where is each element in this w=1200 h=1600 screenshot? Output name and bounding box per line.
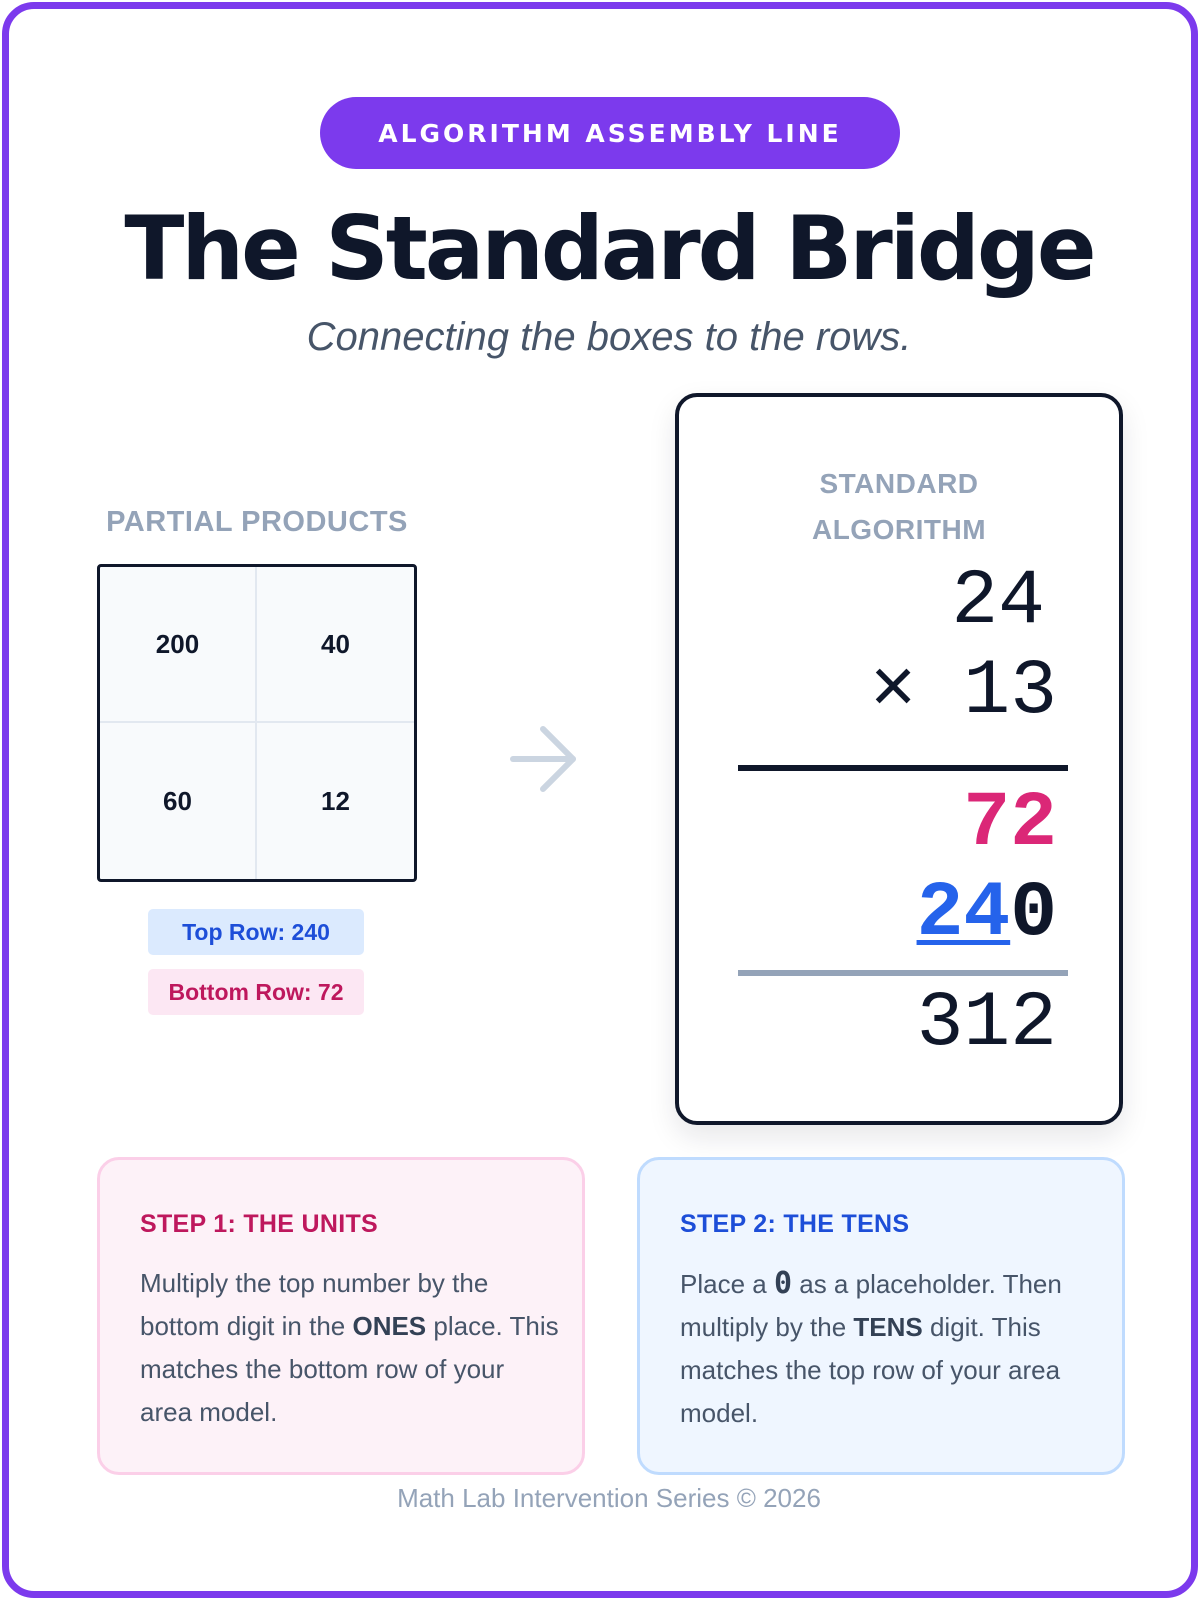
partial-products-heading: PARTIAL PRODUCTS [106,506,408,538]
footer-credit: Math Lab Intervention Series © 2026 [397,1483,821,1513]
area-cell-bottom-left: 60 [100,723,257,879]
step-2-text-a: Place a [680,1269,774,1299]
page-subtitle: Connecting the boxes to the rows. [306,315,912,359]
step-2-placeholder-zero: 0 [773,1266,793,1301]
arrow-right-icon [510,726,576,792]
page-title: The Standard Bridge [124,197,1096,300]
sum-divider [738,970,1068,976]
standard-algorithm-card: STANDARD ALGORITHM 24 × 13 72 240 312 [675,393,1123,1125]
partial-product-units: 72 [963,780,1057,868]
step-2-text-b: as a placeholder. Then multiply by the [680,1269,1062,1342]
area-cell-top-left: 200 [100,567,257,723]
multiplier: × 13 [869,648,1057,736]
partial-tens-digits: 24 [916,870,1011,958]
step-1-text-a: Multiply the top number by the bottom di… [140,1268,489,1341]
step-1-emphasis: ONES [352,1311,427,1341]
final-product: 312 [916,980,1057,1068]
step-1-body: Multiply the top number by the bottom di… [140,1262,560,1434]
step-1-title: STEP 1: THE UNITS [140,1210,379,1238]
step-1-text-b: place. This matches the bottom row of yo… [140,1311,559,1427]
product-divider [738,765,1068,771]
area-model-grid: 200 40 60 12 [97,564,417,882]
algorithm-heading: STANDARD ALGORITHM [679,461,1119,553]
algorithm-heading-line2: ALGORITHM [811,514,987,545]
step-2-emphasis: TENS [853,1312,923,1342]
top-row-tag: Top Row: 240 [148,909,364,955]
placeholder-zero: 0 [1010,870,1057,958]
multiplicand: 24 [951,558,1045,646]
bottom-row-tag: Bottom Row: 72 [148,969,364,1015]
algorithm-heading-line1: STANDARD [819,468,979,499]
step-1-card: STEP 1: THE UNITS Multiply the top numbe… [97,1157,585,1475]
header-badge: ALGORITHM ASSEMBLY LINE [320,97,900,169]
step-2-text-c: digit. This matches the top row of your … [680,1312,1061,1428]
step-2-title: STEP 2: THE TENS [680,1210,910,1238]
step-2-card: STEP 2: THE TENS Place a 0 as a placehol… [637,1157,1125,1475]
partial-product-tens: 240 [917,869,1057,959]
step-2-body: Place a 0 as a placeholder. Then multipl… [680,1262,1100,1435]
area-cell-bottom-right: 12 [321,785,350,816]
area-cell-top-right: 40 [257,567,414,723]
